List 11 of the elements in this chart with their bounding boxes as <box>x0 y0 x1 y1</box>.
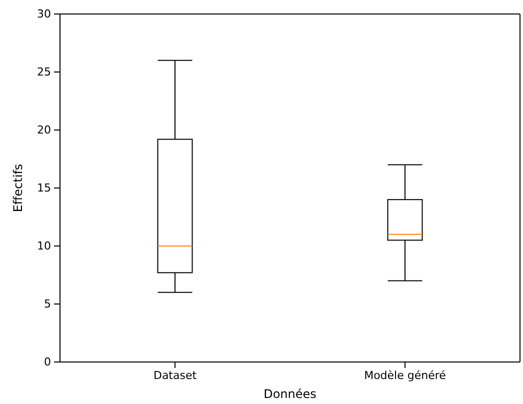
y-tick-label: 5 <box>44 298 51 311</box>
y-axis-title: Effectifs <box>11 164 25 212</box>
y-tick-label: 30 <box>37 8 51 21</box>
y-tick-label: 25 <box>37 66 51 79</box>
x-axis-title: Données <box>264 387 316 401</box>
y-tick-label: 0 <box>44 356 51 369</box>
x-tick-label: Dataset <box>153 368 198 382</box>
y-tick-label: 20 <box>37 124 51 137</box>
x-tick-label: Modèle généré <box>364 368 446 382</box>
y-tick-label: 10 <box>37 240 51 253</box>
y-tick-label: 15 <box>37 182 51 195</box>
